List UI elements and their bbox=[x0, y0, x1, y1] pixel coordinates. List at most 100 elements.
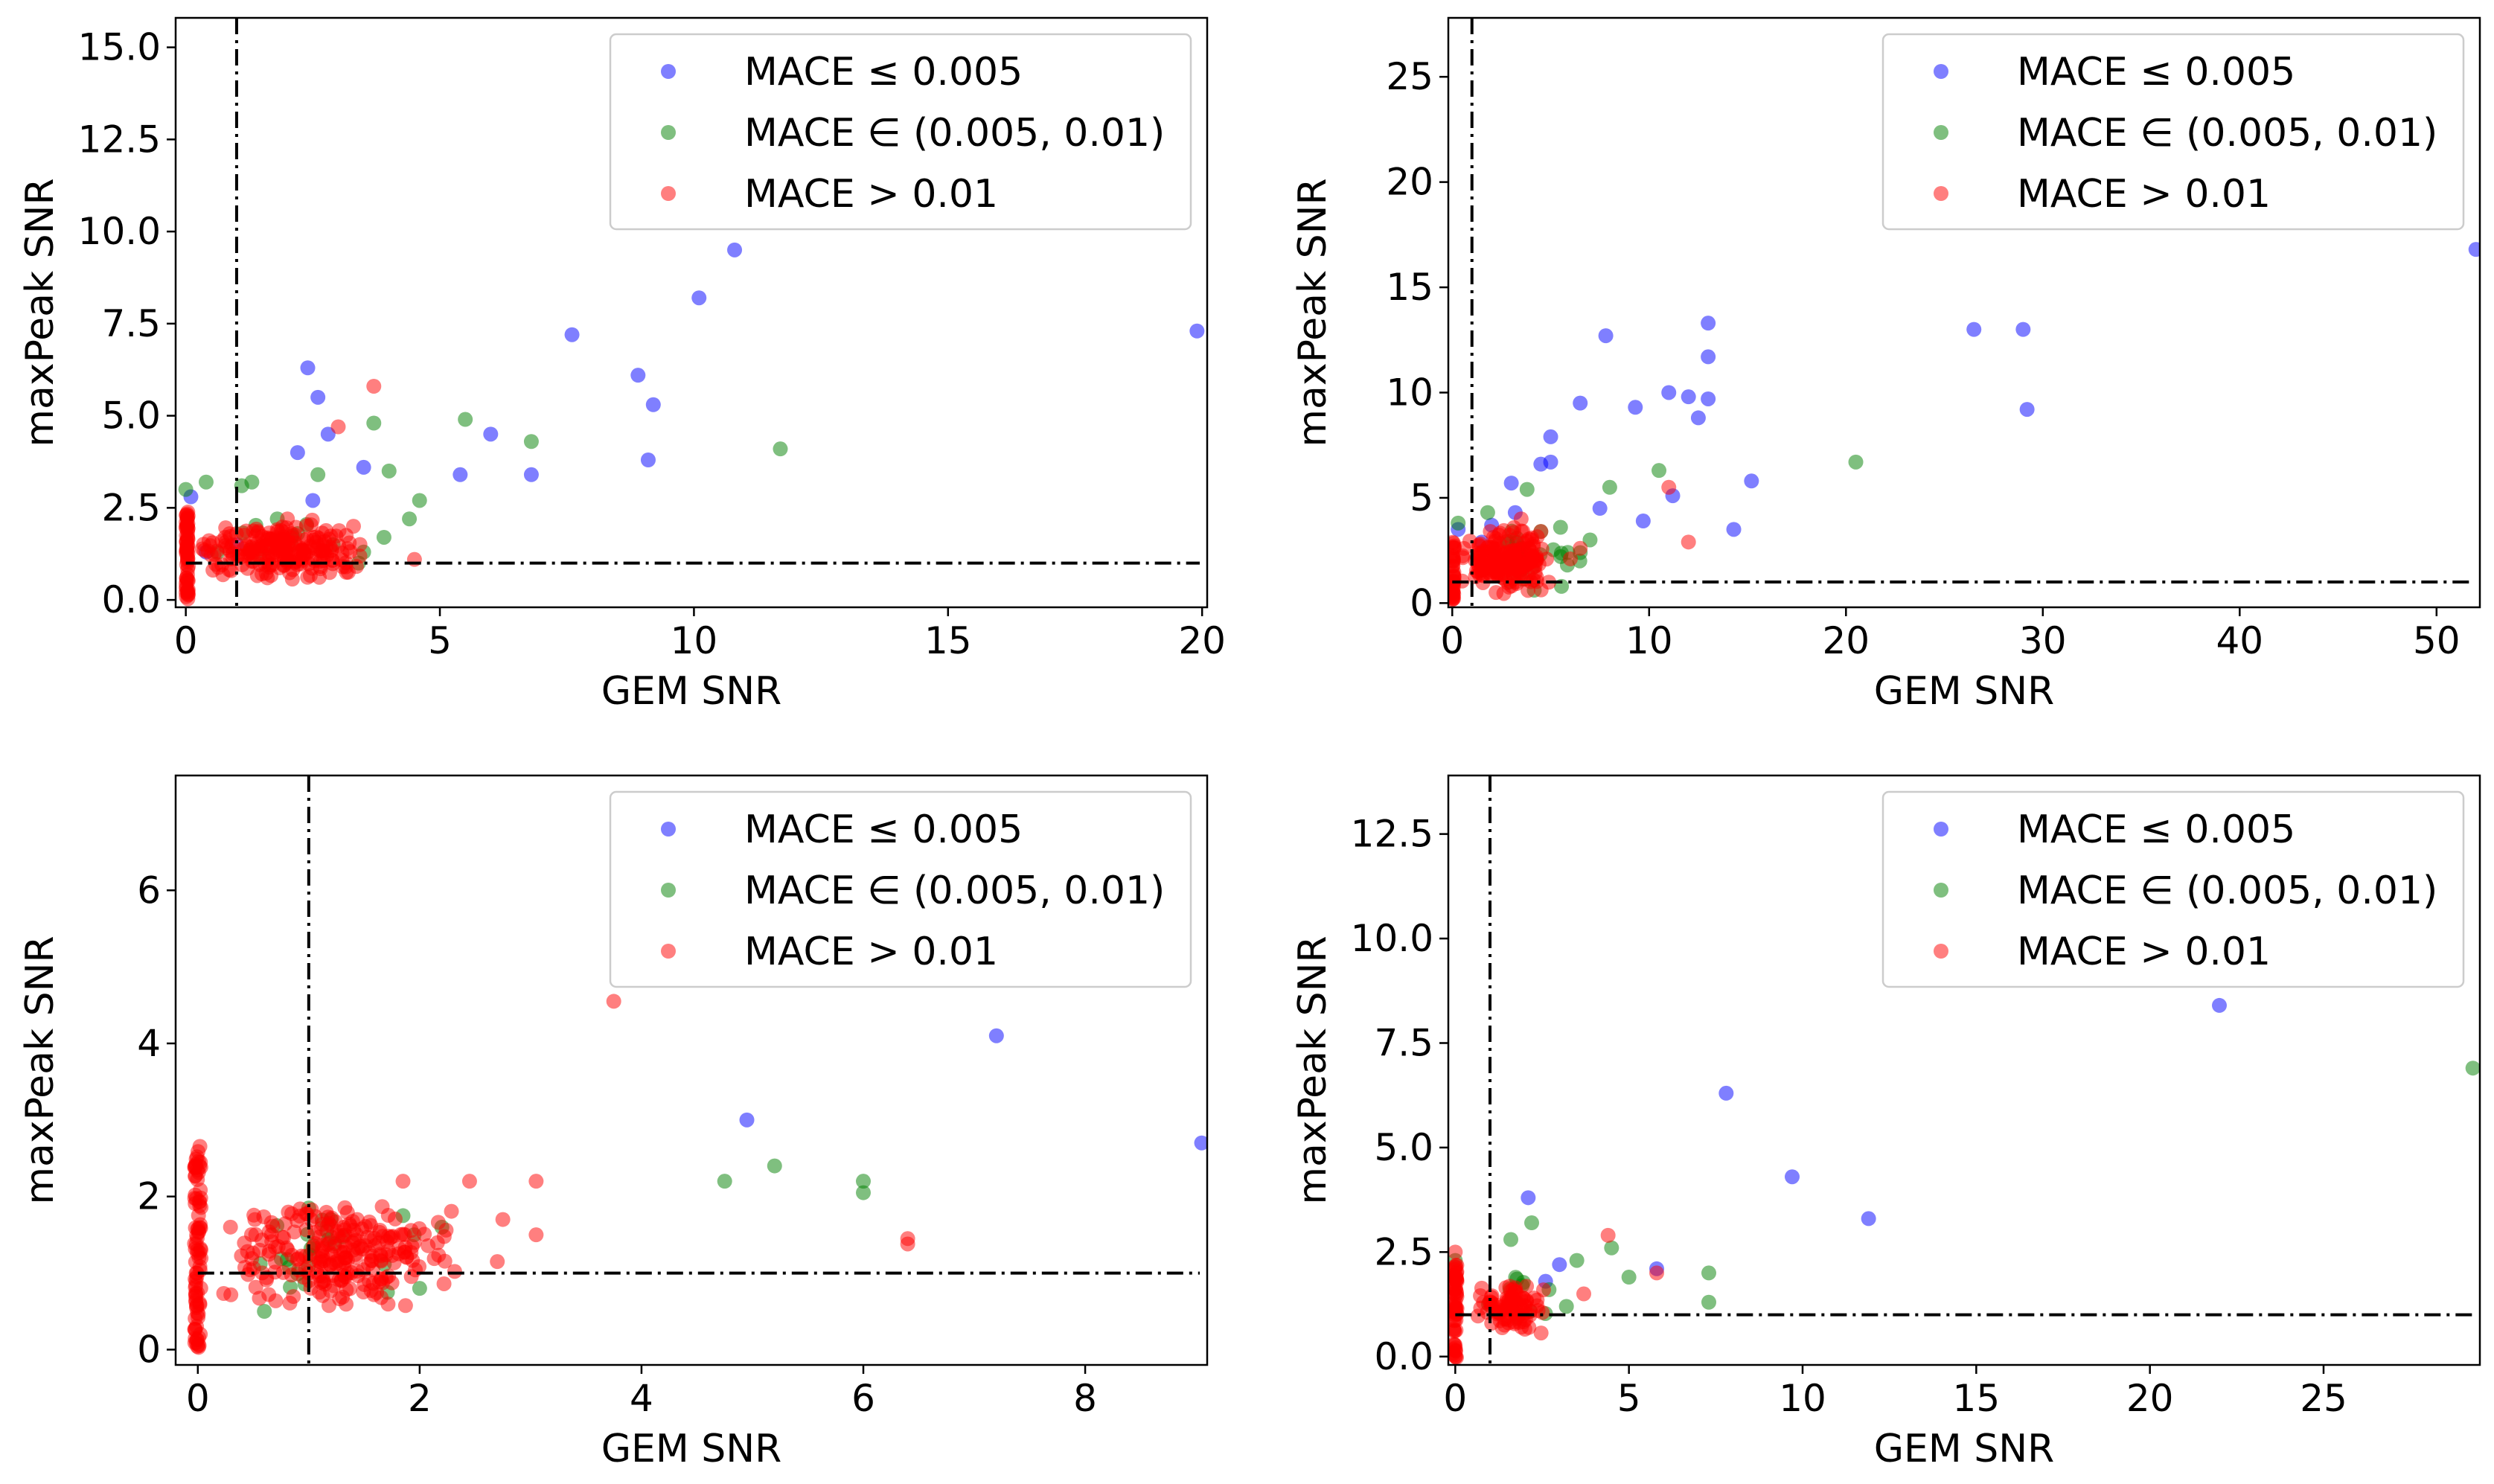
y-tick-label: 12.5 bbox=[78, 118, 161, 161]
scatter-point bbox=[1635, 514, 1651, 529]
scatter-point bbox=[1451, 515, 1466, 531]
scatter-point bbox=[1690, 410, 1706, 426]
y-tick-label: 25 bbox=[1386, 55, 1433, 98]
scatter-point bbox=[1701, 316, 1716, 331]
scatter-point bbox=[193, 1242, 208, 1258]
x-tick-label: 50 bbox=[2413, 619, 2461, 662]
scatter-point bbox=[1553, 519, 1568, 535]
scatter-point bbox=[1701, 349, 1716, 365]
scatter-point bbox=[436, 1229, 452, 1244]
y-tick-label: 10.0 bbox=[78, 210, 161, 253]
scatter-point bbox=[205, 563, 221, 578]
scatter-point bbox=[691, 290, 707, 306]
y-axis-label: maxPeak SNR bbox=[18, 178, 63, 447]
scatter-point bbox=[1523, 553, 1539, 569]
scatter-point bbox=[1602, 479, 1617, 495]
scatter-point bbox=[1473, 1288, 1489, 1304]
scatter-point bbox=[1448, 1244, 1463, 1260]
legend-label: MACE ≤ 0.005 bbox=[744, 50, 1023, 95]
x-tick-label: 0 bbox=[1443, 1377, 1467, 1420]
x-tick-label: 20 bbox=[1822, 619, 1870, 662]
scatter-point bbox=[257, 1304, 272, 1319]
y-tick-label: 2.5 bbox=[1374, 1230, 1433, 1273]
scatter-point bbox=[1562, 551, 1578, 566]
scatter-point bbox=[412, 1281, 427, 1296]
scatter-point bbox=[436, 1276, 452, 1291]
scatter-point bbox=[2015, 322, 2031, 337]
scatter-point bbox=[1543, 429, 1558, 444]
scatter-point bbox=[444, 1203, 459, 1219]
scatter-point bbox=[606, 994, 621, 1009]
legend-label: MACE ∈ (0.005, 0.01) bbox=[744, 111, 1165, 156]
scatter-point bbox=[180, 586, 196, 602]
x-tick-label: 20 bbox=[2126, 1377, 2174, 1420]
scatter-point bbox=[412, 493, 427, 508]
legend-label: MACE ≤ 0.005 bbox=[2017, 807, 2295, 852]
series-1 bbox=[1451, 242, 2480, 550]
scatter-point bbox=[1604, 1240, 1619, 1256]
scatter-point bbox=[277, 547, 292, 563]
scatter-point bbox=[1519, 482, 1535, 497]
scatter-point bbox=[381, 463, 397, 479]
y-tick-label: 0.0 bbox=[1374, 1335, 1433, 1378]
x-tick-label: 15 bbox=[1953, 1377, 2001, 1420]
scatter-point bbox=[248, 1279, 263, 1295]
scatter-point bbox=[2468, 242, 2480, 258]
y-tick-label: 7.5 bbox=[101, 302, 161, 345]
scatter-point bbox=[357, 1218, 373, 1234]
scatter-point bbox=[645, 397, 661, 412]
scatter-point bbox=[248, 528, 263, 544]
scatter-point bbox=[1785, 1169, 1800, 1185]
series-1 bbox=[739, 1028, 1207, 1151]
scatter-point bbox=[384, 1275, 400, 1290]
scatter-point bbox=[1194, 1135, 1207, 1151]
scatter-point bbox=[1524, 1215, 1539, 1231]
x-tick-label: 8 bbox=[1073, 1377, 1097, 1420]
scatter-point bbox=[1701, 1294, 1716, 1310]
legend-marker bbox=[1934, 186, 1948, 201]
scatter-point bbox=[344, 1264, 359, 1280]
scatter-point bbox=[268, 1293, 284, 1308]
y-axis-label: maxPeak SNR bbox=[18, 936, 63, 1204]
legend-label: MACE ∈ (0.005, 0.01) bbox=[744, 869, 1165, 913]
scatter-point bbox=[727, 242, 743, 258]
scatter-point bbox=[393, 1226, 409, 1242]
x-tick-label: 5 bbox=[428, 619, 452, 662]
scatter-point bbox=[1861, 1211, 1876, 1226]
scatter-point bbox=[2465, 1061, 2480, 1076]
legend-frame bbox=[609, 33, 1192, 231]
legend-frame bbox=[609, 790, 1192, 988]
scatter-point bbox=[490, 1254, 505, 1270]
x-tick-label: 0 bbox=[186, 1377, 210, 1420]
y-tick-label: 15 bbox=[1386, 266, 1433, 309]
scatter-point bbox=[1535, 1282, 1551, 1298]
scatter-point bbox=[1457, 540, 1472, 556]
scatter-point bbox=[1573, 540, 1588, 556]
legend-marker bbox=[661, 64, 676, 79]
scatter-point bbox=[630, 368, 646, 383]
x-tick-label: 40 bbox=[2216, 619, 2263, 662]
scatter-point bbox=[564, 327, 580, 342]
scatter-point bbox=[1744, 473, 1759, 489]
legend-frame bbox=[1881, 33, 2465, 231]
scatter-point bbox=[305, 493, 321, 508]
scatter-point bbox=[179, 542, 194, 557]
scatter-point bbox=[1592, 501, 1608, 516]
scatter-point bbox=[286, 1289, 301, 1305]
scatter-point bbox=[340, 564, 356, 580]
x-axis-label: GEM SNR bbox=[1874, 1427, 2055, 1471]
scatter-point bbox=[1600, 1227, 1616, 1243]
legend-marker bbox=[1934, 944, 1948, 959]
axes-frame bbox=[174, 16, 1209, 609]
scatter-point bbox=[191, 1340, 206, 1355]
scatter-point bbox=[1621, 1270, 1637, 1285]
scatter-point bbox=[191, 1208, 206, 1224]
scatter-markers bbox=[1448, 242, 2480, 607]
y-tick-label: 5 bbox=[1410, 476, 1433, 519]
scatter-point bbox=[345, 519, 361, 534]
scatter-point bbox=[523, 467, 539, 482]
scatter-point bbox=[284, 1267, 299, 1283]
scatter-point bbox=[216, 1286, 231, 1302]
scatter-point bbox=[307, 1225, 323, 1241]
scatter-point bbox=[324, 1229, 339, 1245]
